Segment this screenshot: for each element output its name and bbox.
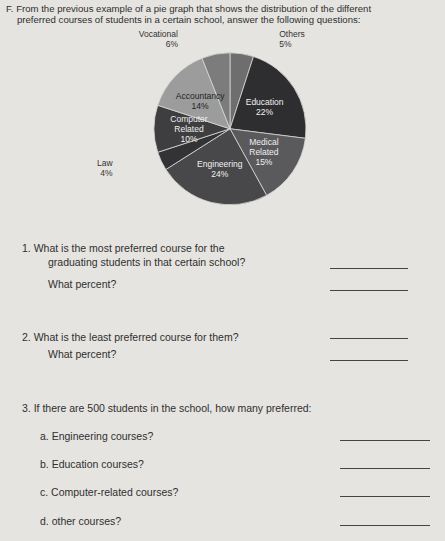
html-text:preferred courses of students: preferred courses of students in a certa…	[17, 14, 361, 25]
svg-text:Engineering: Engineering	[197, 159, 243, 169]
html-text:F. From the previous example o: F. From the previous example of a pie gr…	[6, 3, 372, 14]
html-text:1. What is the most preferred: 1. What is the most preferred course for…	[22, 242, 225, 254]
html-text:a. Engineering courses?: a. Engineering courses?	[40, 430, 154, 442]
svg-text:Related: Related	[249, 147, 279, 157]
svg-text:4%: 4%	[100, 168, 113, 178]
svg-text:Accountancy: Accountancy	[176, 91, 225, 101]
html-text:What percent?: What percent?	[48, 348, 117, 360]
svg-text:14%: 14%	[192, 101, 209, 111]
html-text:graduating students in that ce: graduating students in that certain scho…	[48, 256, 246, 268]
svg-text:5%: 5%	[279, 39, 292, 49]
svg-text:Law: Law	[97, 158, 113, 168]
svg-text:Vocational: Vocational	[139, 30, 178, 39]
svg-text:Others: Others	[279, 30, 305, 39]
html-text:What percent?: What percent?	[48, 278, 117, 290]
html-text:d. other courses?: d. other courses?	[40, 515, 122, 527]
svg-text:Computer: Computer	[170, 114, 207, 124]
html-text:b. Education courses?: b. Education courses?	[40, 458, 144, 470]
svg-text:24%: 24%	[211, 169, 228, 179]
svg-text:Education: Education	[246, 97, 284, 107]
svg-text:10%: 10%	[180, 134, 197, 144]
html-text:3. If there are 500 students i: 3. If there are 500 students in the scho…	[22, 402, 312, 414]
svg-text:15%: 15%	[255, 157, 272, 167]
html-text:2. What is the least preferred: 2. What is the least preferred course fo…	[22, 331, 239, 343]
html-text:c. Computer-related courses?: c. Computer-related courses?	[40, 486, 179, 498]
svg-text:22%: 22%	[256, 107, 273, 117]
svg-text:6%: 6%	[166, 39, 179, 49]
svg-text:Medical: Medical	[249, 137, 278, 147]
svg-text:Related: Related	[174, 124, 204, 134]
